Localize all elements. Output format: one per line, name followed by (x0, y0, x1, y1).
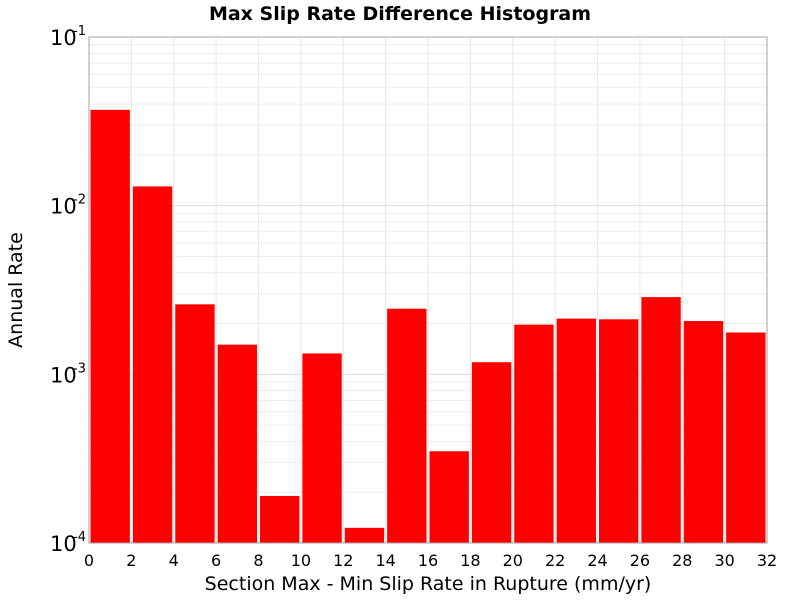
x-tick-label: 28 (672, 551, 692, 570)
histogram-bar (471, 362, 512, 543)
x-tick-label: 32 (757, 551, 777, 570)
histogram-bar (217, 344, 257, 543)
histogram-bar (429, 451, 469, 543)
histogram-bar (683, 321, 724, 543)
chart-title: Max Slip Rate Difference Histogram (209, 3, 591, 25)
histogram-bar (514, 324, 554, 543)
y-tick-base: 10 (50, 195, 77, 219)
x-axis-label: Section Max - Min Slip Rate in Rupture (… (205, 573, 652, 595)
y-tick-exponent: -1 (73, 24, 86, 39)
histogram-bar (387, 308, 427, 543)
x-tick-label: 14 (375, 551, 395, 570)
y-tick-base: 10 (50, 363, 77, 387)
y-tick-label: 10-1 (50, 24, 86, 50)
y-axis-label: Annual Rate (5, 232, 27, 348)
y-tick-label: 10-2 (50, 193, 86, 219)
x-tick-label: 2 (126, 551, 136, 570)
x-tick-label: 24 (587, 551, 607, 570)
y-tick-exponent: -2 (73, 193, 86, 208)
x-tick-label: 16 (418, 551, 438, 570)
histogram-bar (260, 495, 300, 543)
y-tick-base: 10 (50, 26, 77, 50)
y-tick-label: 10-4 (50, 530, 86, 556)
histogram-bar (556, 318, 596, 543)
x-tick-label: 20 (503, 551, 523, 570)
histogram-bar (175, 304, 215, 543)
x-tick-label: 0 (84, 551, 94, 570)
x-tick-label: 8 (253, 551, 263, 570)
y-tick-exponent: -3 (73, 361, 86, 376)
x-tick-label: 26 (630, 551, 650, 570)
y-tick-exponent: -4 (73, 530, 86, 545)
plot-frame (88, 36, 768, 544)
histogram-bar (344, 527, 385, 543)
histogram-bar (132, 186, 173, 543)
histogram-bar (726, 332, 766, 543)
x-tick-label: 4 (169, 551, 179, 570)
x-tick-label: 6 (211, 551, 221, 570)
histogram-bar (599, 319, 639, 543)
x-tick-labels: 0 2 4 6 8 10 12 14 16 18 20 22 24 26 28 30 32 (84, 551, 777, 570)
histogram-bar (641, 297, 681, 543)
x-tick-label: 30 (714, 551, 734, 570)
histogram-bar (302, 353, 342, 543)
x-tick-label: 10 (291, 551, 311, 570)
y-tick-base: 10 (50, 532, 77, 556)
bars-group (90, 109, 766, 543)
y-tick-label: 10-3 (50, 361, 86, 387)
x-tick-label: 18 (460, 551, 480, 570)
y-tick-labels: 10-110-210-310-4 (50, 24, 86, 556)
x-tick-label: 22 (545, 551, 565, 570)
x-tick-label: 12 (333, 551, 353, 570)
histogram-bar (90, 109, 130, 543)
